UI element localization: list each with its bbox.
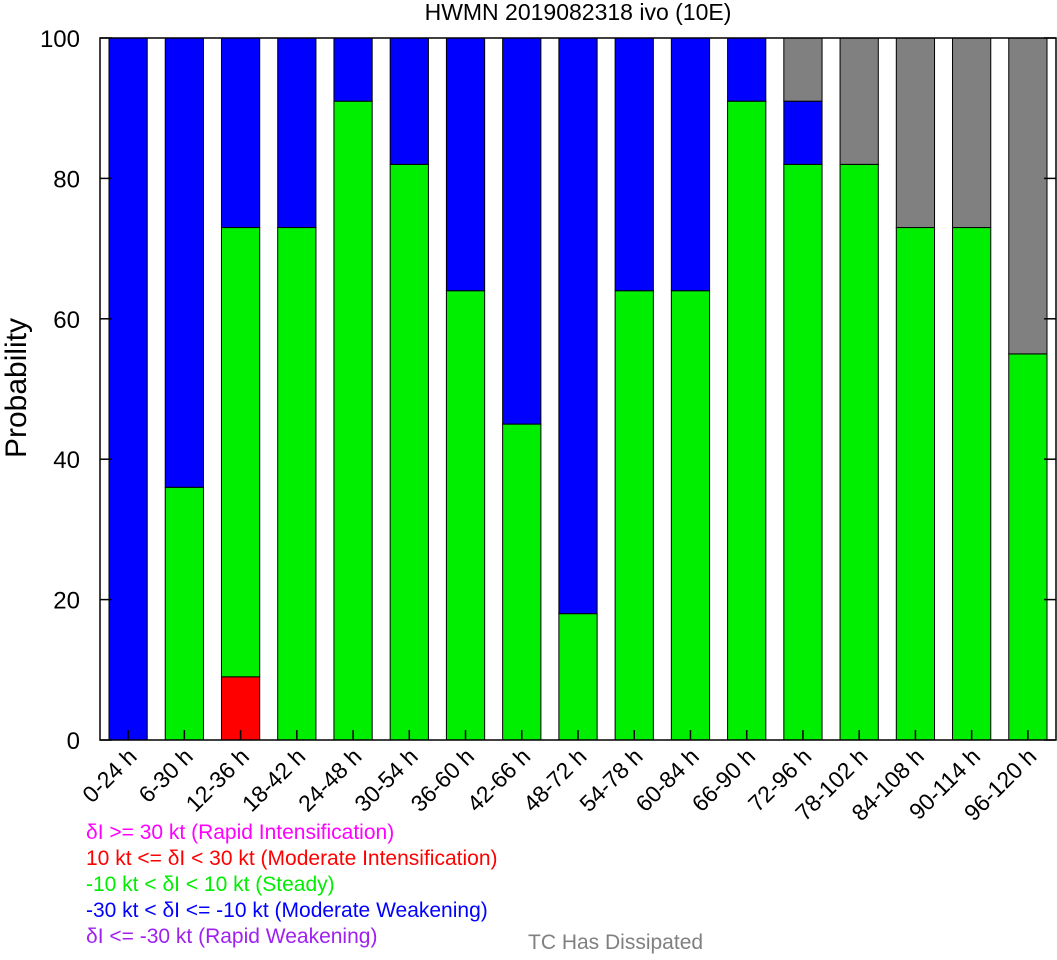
bar-segment [670,37,711,292]
bar-segment [333,37,373,102]
bar-segment [1008,353,1048,741]
bar-segment [558,37,598,615]
y-tick-label: 80 [53,166,80,193]
legend-item-rapid-intensification: δI >= 30 kt (Rapid Intensification) [86,821,395,844]
bar-segment [445,290,486,741]
bar-segment [783,163,823,741]
bar-segment [277,37,317,229]
bar-segment [389,163,429,741]
bar-segment [727,100,767,741]
bar-segment [558,613,598,741]
bar-segment [952,37,992,229]
bar-segment [727,37,767,102]
bar-segment [670,290,711,741]
bar-segment [502,37,542,425]
bar-segment [839,37,879,165]
y-tick-label: 20 [53,588,80,615]
bar-segment [614,37,654,292]
legend-item-rapid-weakening: δI <= -30 kt (Rapid Weakening) [86,925,378,948]
legend: δI >= 30 kt (Rapid Intensification) 10 k… [86,820,498,950]
y-tick-label: 40 [53,447,80,474]
bar-segment [895,37,936,229]
bar-segment [277,227,317,741]
chart-title: HWMN 2019082318 ivo (10E) [425,0,732,25]
y-tick-label: 0 [67,728,80,755]
bar-segment [952,227,992,741]
bar-segment [220,37,261,229]
x-tick-label: 0-24 h [77,743,142,808]
bar-segment [614,290,654,741]
legend-item-steady: -10 kt < δI < 10 kt (Steady) [86,873,335,896]
bar-segment [164,486,204,741]
y-axis-label: Probability [0,318,33,458]
bar-segment [502,423,542,741]
y-tick-label: 100 [40,26,80,53]
legend-item-dissipated: TC Has Dissipated [528,931,704,954]
bar-segment [333,100,373,741]
bar-segment [839,163,879,741]
bar-segment [1008,37,1048,355]
bar-segment [220,676,261,741]
bar-segment [220,227,261,678]
legend-item-moderate-weakening: -30 kt < δI <= -10 kt (Moderate Weakenin… [86,899,488,922]
legend-item-moderate-intensification: 10 kt <= δI < 30 kt (Moderate Intensific… [86,847,498,870]
bar-segment [164,37,204,488]
y-tick-label: 60 [53,307,80,334]
bar-segment [389,37,429,165]
bar-segment [895,227,936,741]
bars-layer [108,37,1048,741]
bar-segment [445,37,486,292]
bar-segment [783,100,823,165]
bar-segment [108,37,148,741]
bar-segment [783,37,823,102]
